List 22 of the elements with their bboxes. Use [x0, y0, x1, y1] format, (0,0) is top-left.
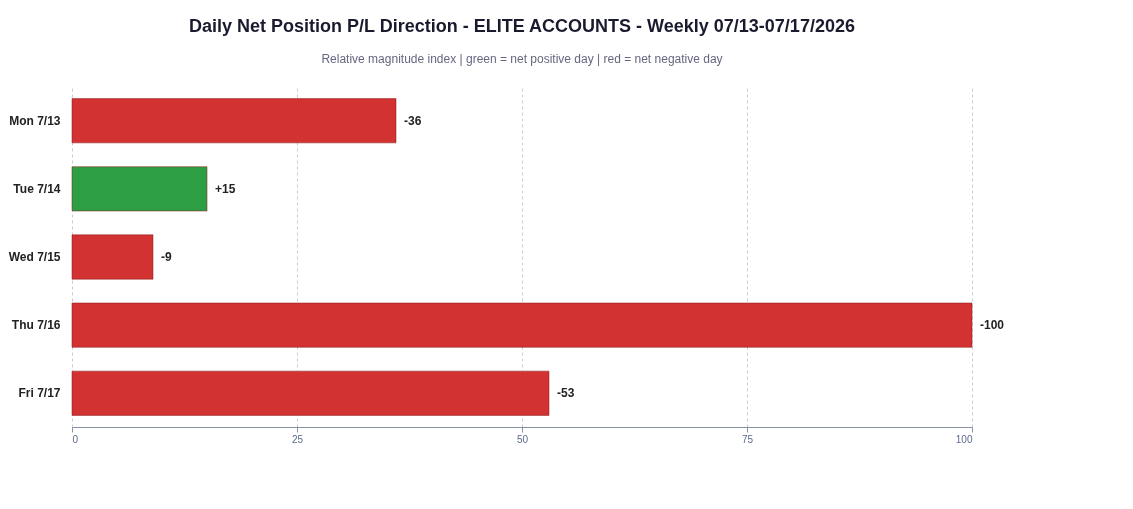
y-tick-label: Fri 7/17 [18, 386, 61, 401]
annotation: +15 [215, 181, 236, 196]
annotation: -9 [161, 250, 172, 264]
annotation: -100 [980, 318, 1005, 333]
chart-subtitle: Relative magnitude index | green = net positive day | red = net negative day [321, 52, 723, 66]
x-tick-label: 0 [72, 433, 79, 445]
y-tick-label: Mon 7/13 [9, 113, 61, 128]
x-tick-label: 75 [741, 433, 754, 445]
y-tick-label: Thu 7/16 [11, 318, 61, 333]
x-tick-label: 25 [291, 433, 304, 445]
chart-title: Daily Net Position P/L Direction - ELITE ACCOUNTS - Weekly 07/13-07/17/2026 [189, 16, 855, 36]
annotation: -53 [557, 386, 575, 401]
x-tick-label: 50 [516, 433, 529, 445]
y-tick-label: Wed 7/15 [8, 250, 61, 264]
bar [71, 370, 550, 416]
annotation: -36 [404, 113, 422, 128]
bar [71, 98, 397, 144]
bar [71, 166, 208, 212]
y-tick-label: Tue 7/14 [13, 181, 61, 196]
x-tick-label: 100 [955, 433, 973, 445]
bar [71, 302, 973, 348]
bar [71, 234, 154, 280]
